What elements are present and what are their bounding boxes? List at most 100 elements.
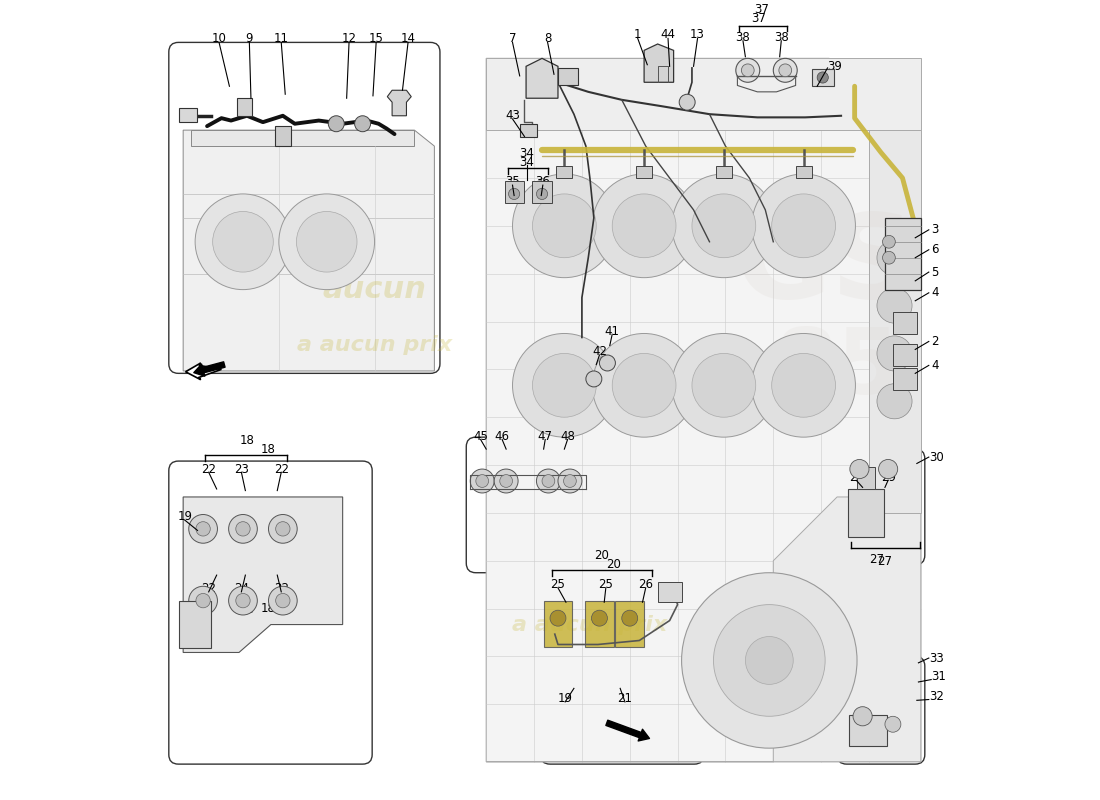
Text: 7: 7 (509, 32, 516, 45)
Bar (275, 126, 290, 146)
Bar (849, 715, 888, 746)
Bar (636, 166, 652, 178)
Circle shape (877, 384, 912, 419)
Circle shape (850, 459, 869, 478)
Text: 18: 18 (261, 442, 276, 456)
Circle shape (268, 586, 297, 615)
Polygon shape (186, 363, 221, 380)
Circle shape (592, 610, 607, 626)
Text: a aucun prix: a aucun prix (513, 614, 668, 634)
Text: 22: 22 (201, 582, 217, 595)
Circle shape (476, 474, 488, 487)
Circle shape (189, 586, 218, 615)
Text: 36: 36 (536, 175, 550, 189)
Text: 34: 34 (519, 146, 535, 160)
Circle shape (877, 288, 912, 323)
Circle shape (542, 474, 554, 487)
Bar (519, 124, 537, 137)
Text: 19: 19 (558, 692, 573, 706)
Text: GS: GS (734, 208, 916, 323)
Polygon shape (191, 130, 415, 146)
Text: 34: 34 (519, 155, 535, 169)
Bar (179, 601, 211, 649)
Circle shape (532, 354, 596, 418)
Text: 31: 31 (932, 670, 946, 683)
Text: 12: 12 (341, 32, 356, 45)
Circle shape (235, 522, 250, 536)
Text: 33: 33 (928, 651, 944, 665)
Polygon shape (486, 497, 921, 762)
Polygon shape (184, 497, 343, 653)
Bar (557, 166, 572, 178)
Text: 11: 11 (274, 32, 289, 45)
Text: 13: 13 (690, 28, 705, 41)
Text: 39: 39 (827, 60, 843, 73)
Text: 47: 47 (538, 430, 552, 443)
Polygon shape (387, 90, 411, 116)
Text: 85: 85 (774, 326, 900, 414)
Circle shape (513, 174, 616, 278)
Polygon shape (486, 58, 921, 130)
Text: 6: 6 (932, 243, 938, 256)
Text: 18: 18 (261, 602, 276, 615)
Bar (585, 601, 614, 647)
Circle shape (558, 469, 582, 493)
Text: 26: 26 (638, 578, 653, 591)
Bar (659, 582, 682, 602)
Circle shape (508, 188, 519, 199)
Text: 21: 21 (617, 692, 632, 706)
Text: 23: 23 (234, 462, 249, 475)
Text: 20: 20 (606, 558, 621, 571)
Text: 43: 43 (505, 110, 520, 122)
Text: 32: 32 (928, 690, 944, 703)
Text: 15: 15 (368, 32, 384, 45)
Text: 9: 9 (245, 32, 253, 45)
Text: 18: 18 (240, 434, 254, 446)
Circle shape (692, 194, 756, 258)
Text: 27: 27 (878, 555, 892, 568)
Circle shape (296, 211, 358, 272)
Text: 8: 8 (543, 32, 551, 45)
Bar (795, 166, 812, 178)
Circle shape (621, 610, 638, 626)
Circle shape (882, 251, 895, 264)
Circle shape (471, 469, 494, 493)
Text: 46: 46 (495, 430, 509, 443)
Circle shape (682, 573, 857, 748)
Text: 14: 14 (400, 32, 416, 45)
Text: 37: 37 (754, 3, 769, 16)
Circle shape (773, 58, 798, 82)
Circle shape (328, 116, 344, 132)
Text: 27: 27 (869, 553, 884, 566)
Circle shape (229, 586, 257, 615)
Circle shape (195, 194, 290, 290)
Text: 38: 38 (774, 31, 789, 44)
Bar (543, 601, 572, 647)
Polygon shape (486, 58, 921, 762)
Circle shape (679, 94, 695, 110)
Circle shape (884, 716, 901, 732)
Circle shape (212, 211, 273, 272)
Circle shape (189, 514, 218, 543)
Circle shape (592, 334, 696, 437)
Circle shape (877, 240, 912, 275)
Circle shape (600, 355, 615, 371)
Text: 37: 37 (751, 12, 767, 25)
Circle shape (672, 334, 776, 437)
Text: 22: 22 (274, 462, 289, 475)
Bar (812, 69, 834, 86)
Text: 20: 20 (594, 550, 609, 562)
Circle shape (196, 522, 210, 536)
Bar (848, 489, 884, 537)
Circle shape (714, 605, 825, 716)
Text: a aucun prix: a aucun prix (297, 335, 452, 355)
Circle shape (586, 371, 602, 387)
Text: 22: 22 (274, 582, 289, 595)
Text: 25: 25 (598, 578, 614, 591)
Text: aucun: aucun (322, 275, 427, 304)
Bar (558, 68, 578, 86)
Text: 5: 5 (932, 266, 938, 278)
Text: 4: 4 (932, 286, 938, 299)
Circle shape (741, 64, 755, 77)
Text: 35: 35 (505, 175, 520, 189)
